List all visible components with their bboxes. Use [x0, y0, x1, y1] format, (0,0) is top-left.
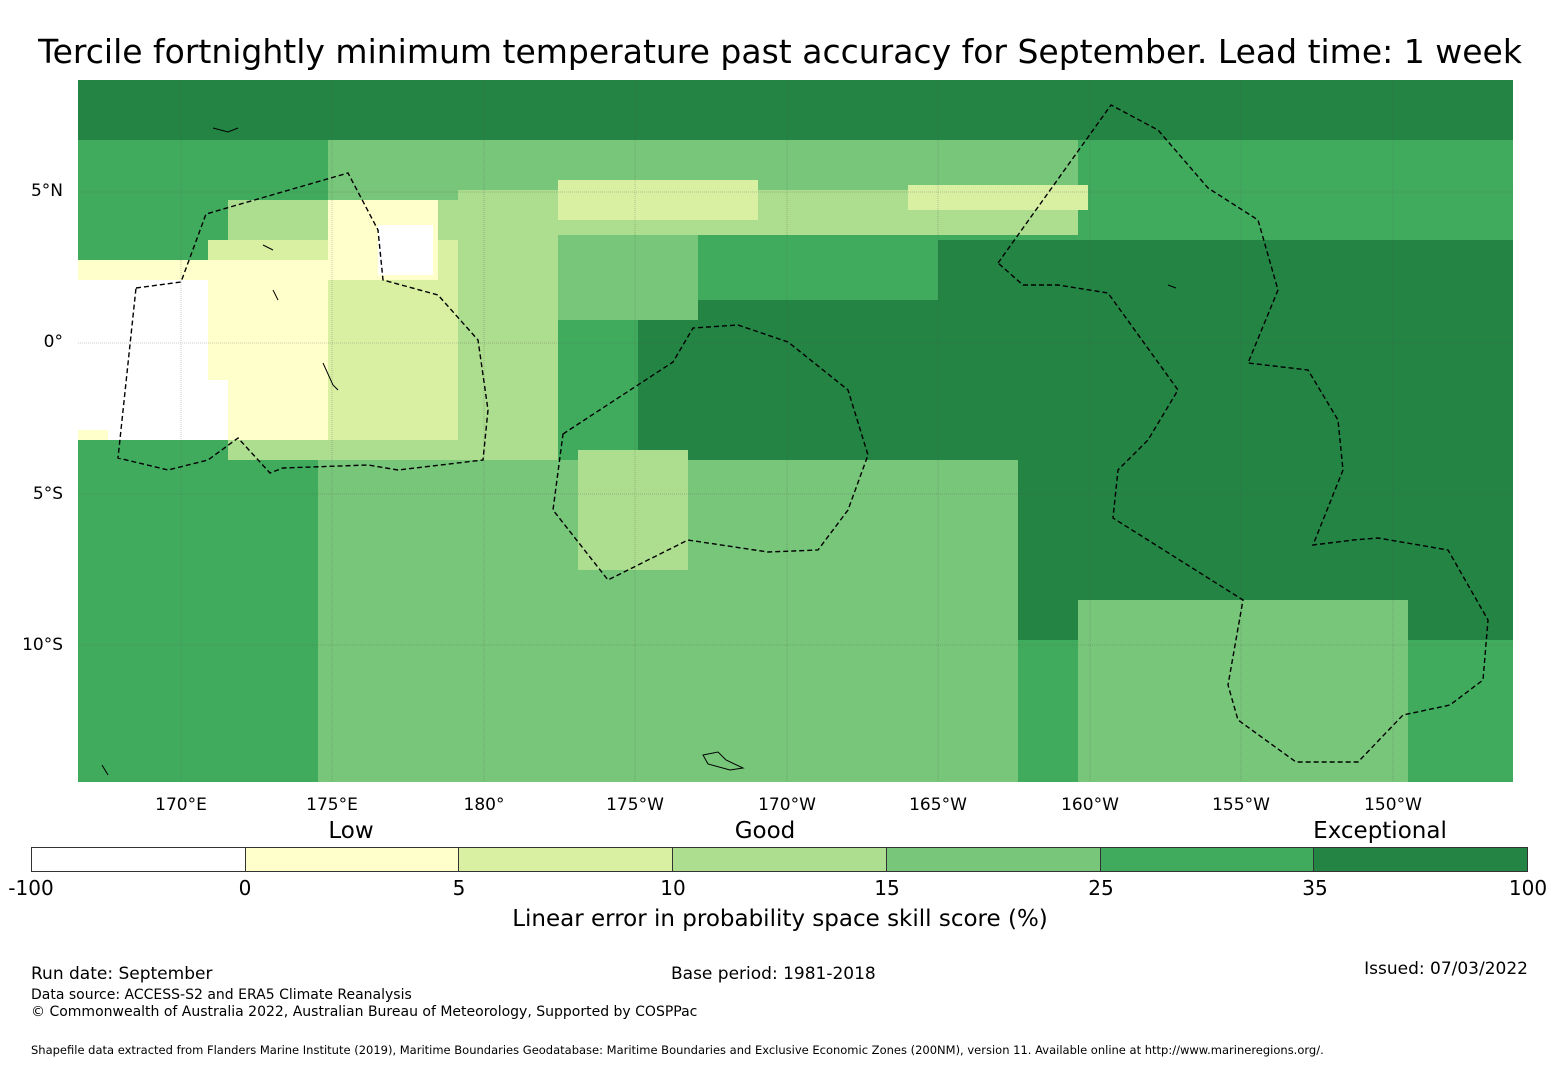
island-southwest — [101, 764, 109, 776]
eez-boundaries — [117, 104, 1489, 763]
category-good: Good — [734, 818, 796, 844]
issued-date: Issued: 07/03/2022 — [1364, 959, 1528, 979]
colorbar-segment — [459, 848, 674, 871]
lat-label-5s: 5°S — [32, 484, 63, 504]
lat-label-5n: 5°N — [30, 181, 63, 201]
lat-label-0: 0° — [43, 332, 63, 352]
colorbar-segment — [886, 848, 1101, 871]
lat-label-10s: 10°S — [22, 635, 63, 655]
data-source: Data source: ACCESS-S2 and ERA5 Climate … — [31, 987, 412, 1003]
region-east-dark — [938, 240, 1513, 640]
island-tuvalu-3 — [322, 362, 339, 391]
category-low: Low — [328, 818, 374, 844]
island-outlines — [101, 127, 1177, 776]
lon-label-170w: 170°W — [758, 795, 816, 815]
region-white-west-2 — [108, 380, 228, 440]
island-line-1 — [1167, 284, 1177, 289]
colorbar-tick: 5 — [452, 876, 466, 900]
region-north-dark-2 — [478, 80, 1513, 125]
eez-central — [552, 324, 869, 581]
colorbar-segment — [673, 848, 887, 871]
colorbar-segment — [32, 848, 246, 871]
colorbar-segment — [1100, 848, 1315, 871]
lon-label-155w: 155°W — [1212, 795, 1270, 815]
lon-label-175w: 175°W — [606, 795, 664, 815]
region-southeast-medium — [1078, 600, 1408, 782]
lon-label-165w: 165°W — [909, 795, 967, 815]
colorbar — [31, 847, 1528, 872]
colorbar-tick: -100 — [8, 876, 54, 900]
lon-label-150w: 150°W — [1364, 795, 1422, 815]
run-date: Run date: September — [31, 964, 213, 984]
colorbar-segment — [245, 848, 460, 871]
map-title: Tercile fortnightly minimum temperature … — [38, 32, 1522, 71]
region-white-patch — [378, 225, 433, 275]
region-central-dark — [638, 300, 958, 490]
region-yellowgreen-strip-2 — [908, 185, 1088, 210]
colorbar-tick: 15 — [874, 876, 900, 900]
island-tuvalu-2 — [272, 289, 279, 301]
shapefile-credit: Shapefile data extracted from Flanders M… — [31, 1043, 1324, 1057]
region-yellowgreen-strip — [558, 180, 758, 220]
eez-west — [117, 172, 489, 474]
base-period: Base period: 1981-2018 — [671, 964, 876, 984]
lon-label-170e: 170°E — [155, 795, 207, 815]
eez-east — [997, 104, 1489, 763]
colorbar-segment — [1314, 848, 1528, 871]
colorbar-label: Linear error in probability space skill … — [512, 906, 1048, 932]
colorbar-tick: 0 — [238, 876, 252, 900]
colorbar-tick: 35 — [1302, 876, 1328, 900]
island-tuvalu-1 — [262, 244, 274, 251]
lon-label-160w: 160°W — [1061, 795, 1119, 815]
region-light-patch — [578, 450, 688, 570]
skill-score-map[interactable] — [78, 80, 1513, 782]
gridlines — [78, 80, 1513, 782]
island-north — [212, 127, 239, 133]
island-samoa — [702, 751, 745, 771]
colorbar-tick: 100 — [1508, 876, 1548, 900]
lon-label-180: 180° — [463, 795, 505, 815]
copyright: © Commonwealth of Australia 2022, Austra… — [31, 1004, 698, 1020]
category-exceptional: Exceptional — [1313, 818, 1447, 844]
colorbar-tick: 10 — [660, 876, 686, 900]
colorbar-tick: 25 — [1088, 876, 1114, 900]
lon-label-175e: 175°E — [306, 795, 358, 815]
